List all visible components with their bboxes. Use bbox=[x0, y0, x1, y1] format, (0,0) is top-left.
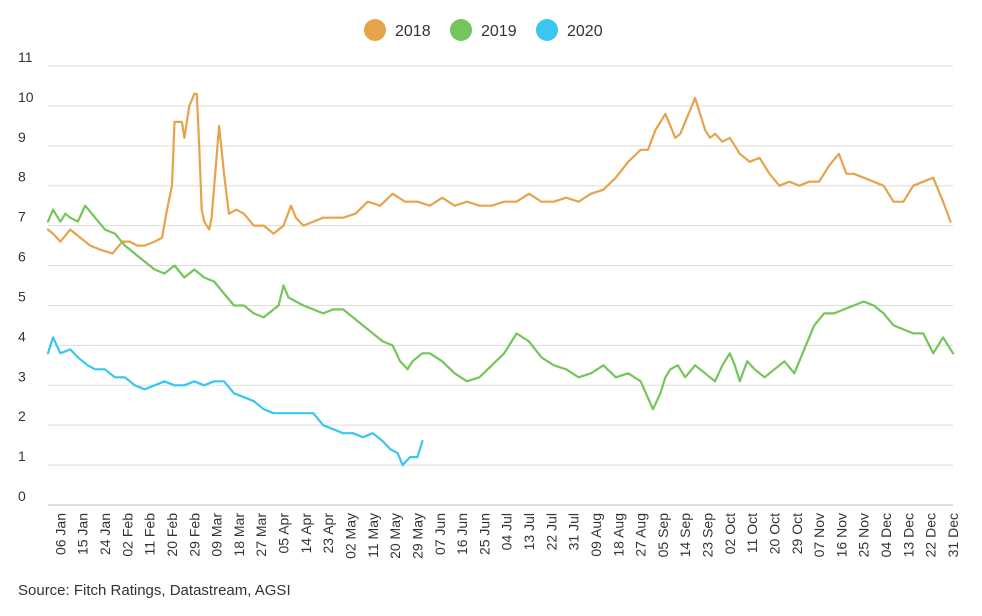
legend-label-2018: 2018 bbox=[395, 23, 431, 40]
x-tick-label-25: 18 Aug bbox=[610, 513, 626, 557]
x-tick-label-35: 16 Nov bbox=[833, 513, 849, 557]
x-tick-label-0: 06 Jan bbox=[52, 513, 68, 555]
y-axis-tick-labels: 0 1 2 3 4 5 6 7 8 9 10 11 bbox=[18, 49, 34, 504]
x-tick-label-11: 14 Apr bbox=[298, 513, 314, 554]
legend-marker-2019 bbox=[450, 19, 472, 41]
legend-label-2020: 2020 bbox=[567, 23, 603, 40]
x-tick-label-26: 27 Aug bbox=[633, 513, 649, 557]
x-tick-label-15: 20 May bbox=[387, 513, 403, 559]
legend: 2018 2019 2020 bbox=[364, 19, 603, 41]
series-line-2018 bbox=[46, 92, 952, 255]
x-tick-label-13: 02 May bbox=[342, 513, 358, 559]
x-axis-tick-labels: 06 Jan 15 Jan 24 Jan 02 Feb 11 Feb 20 Feb 29 F… bbox=[52, 513, 961, 559]
y-tick-label-1: 1 bbox=[18, 448, 26, 464]
y-tick-label-6: 6 bbox=[18, 249, 26, 265]
legend-marker-2020 bbox=[536, 19, 558, 41]
x-tick-label-40: 31 Dec bbox=[945, 513, 961, 557]
x-tick-label-31: 11 Oct bbox=[744, 513, 760, 553]
x-tick-label-39: 22 Dec bbox=[923, 513, 939, 557]
series-line-2020 bbox=[46, 336, 424, 467]
y-tick-label-3: 3 bbox=[18, 368, 26, 384]
series-line-2019 bbox=[46, 204, 955, 411]
x-tick-label-32: 20 Oct bbox=[766, 513, 782, 554]
x-tick-label-4: 11 Feb bbox=[142, 513, 158, 556]
x-tick-label-20: 04 Jul bbox=[499, 513, 515, 550]
x-tick-label-37: 04 Dec bbox=[878, 513, 894, 557]
x-tick-label-8: 18 Mar bbox=[231, 513, 247, 557]
y-tick-label-9: 9 bbox=[18, 129, 26, 145]
x-tick-label-30: 02 Oct bbox=[722, 513, 738, 554]
y-tick-label-8: 8 bbox=[18, 169, 26, 185]
x-tick-label-33: 29 Oct bbox=[789, 513, 805, 554]
x-tick-label-34: 07 Nov bbox=[811, 513, 827, 557]
y-tick-label-2: 2 bbox=[18, 408, 26, 424]
x-tick-label-2: 24 Jan bbox=[97, 513, 113, 555]
x-tick-label-6: 29 Feb bbox=[186, 513, 202, 557]
y-tick-label-7: 7 bbox=[18, 209, 26, 225]
x-tick-label-1: 15 Jan bbox=[75, 513, 91, 555]
x-tick-label-17: 07 Jun bbox=[432, 513, 448, 555]
x-tick-label-19: 25 Jun bbox=[476, 513, 492, 555]
x-tick-label-29: 23 Sep bbox=[700, 513, 716, 558]
x-tick-label-21: 13 Jul bbox=[521, 513, 537, 550]
legend-label-2019: 2019 bbox=[481, 23, 517, 40]
gridlines bbox=[48, 65, 953, 506]
legend-marker-2018 bbox=[364, 19, 386, 41]
y-tick-label-4: 4 bbox=[18, 328, 26, 344]
x-tick-label-24: 09 Aug bbox=[588, 513, 604, 557]
y-tick-label-10: 10 bbox=[18, 89, 34, 105]
x-tick-label-3: 02 Feb bbox=[119, 513, 135, 557]
x-tick-label-23: 31 Jul bbox=[566, 513, 582, 550]
x-tick-label-36: 25 Nov bbox=[856, 513, 872, 557]
y-tick-label-0: 0 bbox=[18, 488, 26, 504]
y-tick-label-5: 5 bbox=[18, 288, 26, 304]
series-lines bbox=[46, 92, 955, 467]
x-tick-label-7: 09 Mar bbox=[209, 513, 225, 557]
x-tick-label-28: 14 Sep bbox=[677, 513, 693, 558]
x-tick-label-16: 29 May bbox=[409, 513, 425, 559]
x-tick-label-27: 05 Sep bbox=[655, 513, 671, 558]
y-tick-label-11: 11 bbox=[18, 49, 33, 65]
x-tick-label-18: 16 Jun bbox=[454, 513, 470, 555]
x-tick-label-9: 27 Mar bbox=[253, 513, 269, 557]
x-tick-label-22: 22 Jul bbox=[543, 513, 559, 550]
x-tick-label-14: 11 May bbox=[365, 513, 381, 558]
x-tick-label-10: 05 Apr bbox=[276, 513, 292, 554]
x-tick-label-12: 23 Apr bbox=[320, 513, 336, 554]
x-tick-label-38: 13 Dec bbox=[900, 513, 916, 557]
source-note: Source: Fitch Ratings, Datastream, AGSI bbox=[18, 582, 291, 599]
x-tick-label-5: 20 Feb bbox=[164, 513, 180, 557]
